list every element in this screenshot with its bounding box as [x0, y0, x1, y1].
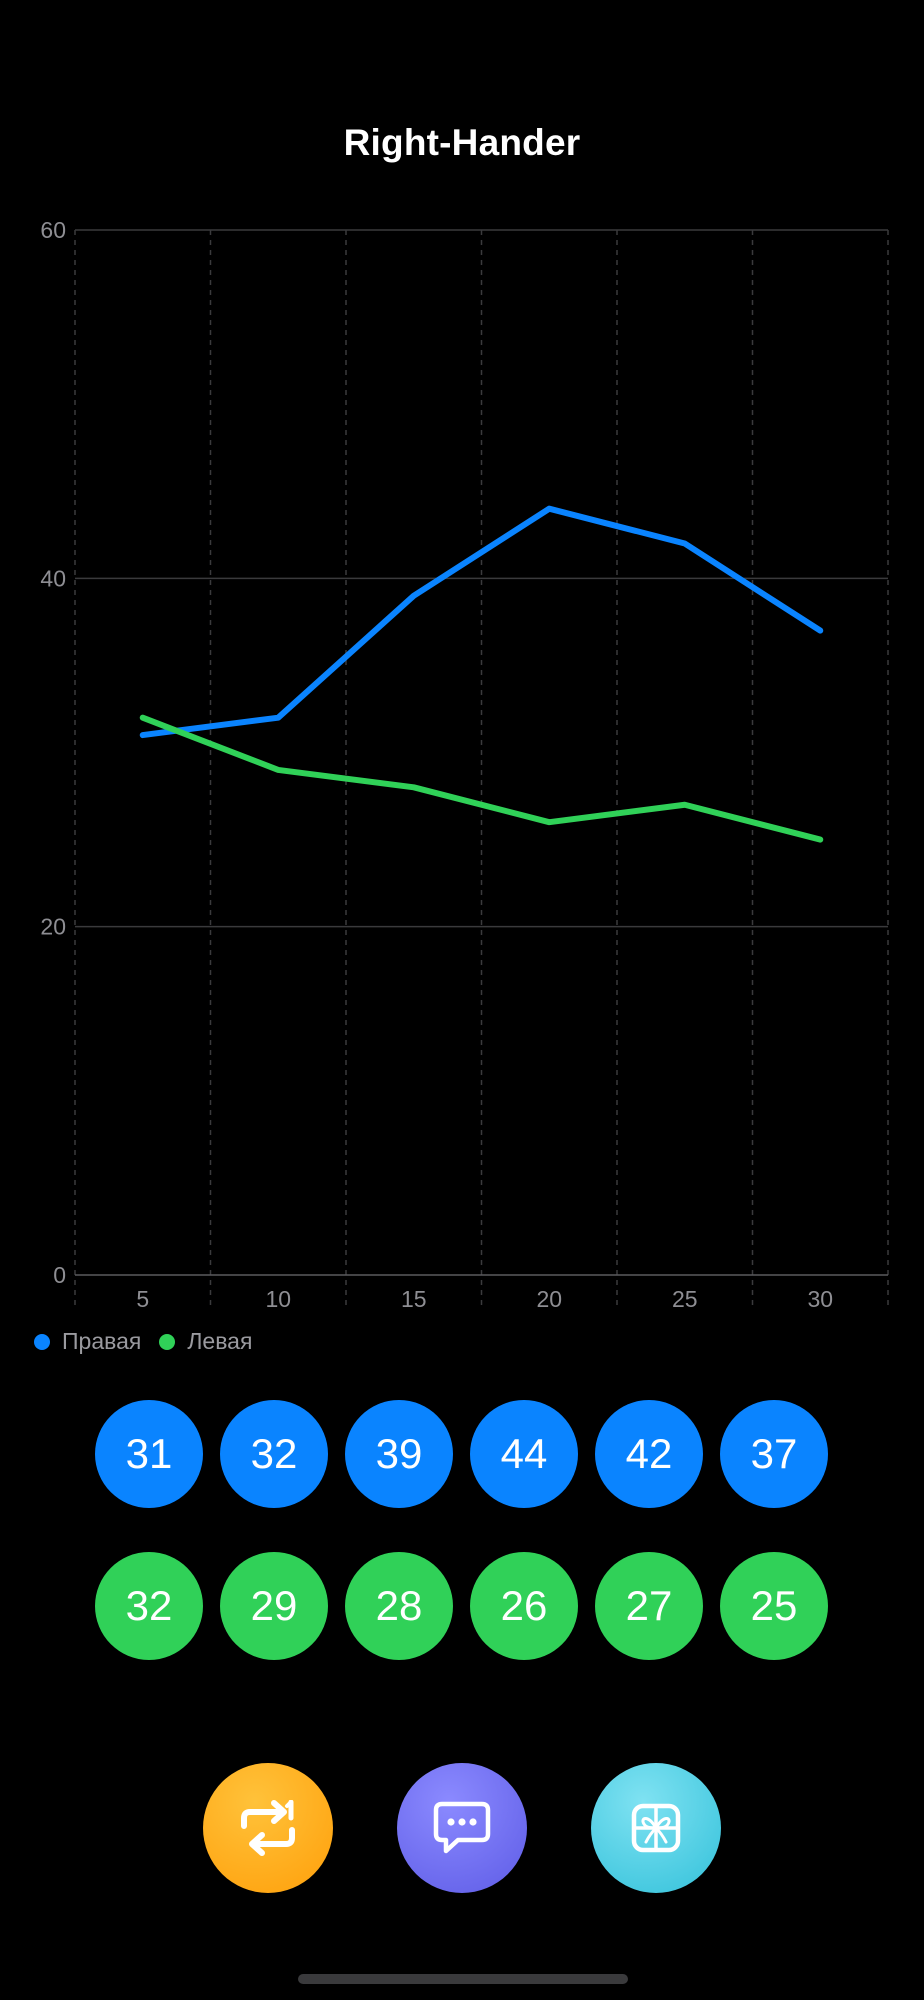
right-value-badge[interactable]: 44: [470, 1400, 578, 1508]
repeat-once-icon: [241, 1800, 295, 1856]
legend-label-right: Правая: [62, 1328, 142, 1354]
home-indicator[interactable]: [298, 1974, 628, 1984]
left-value-badge[interactable]: 27: [595, 1552, 703, 1660]
legend-item-left: Левая: [159, 1328, 252, 1355]
right-values-row: 31 32 39 44 42 37: [95, 1400, 828, 1508]
y-tick-label: 40: [40, 565, 66, 591]
legend-label-left: Левая: [187, 1328, 253, 1354]
action-bar: [203, 1763, 721, 1893]
right-value-badge[interactable]: 42: [595, 1400, 703, 1508]
series-line-right: [139, 505, 824, 739]
line-chart: 0 20 40 60 5 10 15 20 25 30: [40, 217, 889, 1312]
series-line-left: [139, 714, 824, 843]
x-tick-label: 25: [672, 1286, 698, 1312]
x-tick-label: 10: [265, 1286, 291, 1312]
legend-dot-left: [159, 1333, 176, 1350]
right-value-badge[interactable]: 31: [95, 1400, 203, 1508]
page-title: Right-Hander: [343, 122, 581, 163]
left-value-badge[interactable]: 25: [720, 1552, 828, 1660]
right-value-badge[interactable]: 39: [345, 1400, 453, 1508]
left-value-badge[interactable]: 29: [220, 1552, 328, 1660]
left-value-badge[interactable]: 28: [345, 1552, 453, 1660]
y-tick-label: 60: [40, 217, 66, 243]
right-value-badge[interactable]: 37: [720, 1400, 828, 1508]
chat-bubble-icon: [433, 1801, 491, 1854]
x-tick-label: 20: [536, 1286, 562, 1312]
chart-legend: Правая Левая: [34, 1328, 270, 1355]
legend-item-right: Правая: [34, 1328, 141, 1355]
x-tick-label: 15: [401, 1286, 427, 1312]
left-value-badge[interactable]: 26: [470, 1552, 578, 1660]
y-tick-label: 0: [53, 1262, 66, 1288]
gift-button[interactable]: [591, 1763, 721, 1893]
chat-button[interactable]: [397, 1763, 527, 1893]
repeat-button[interactable]: [203, 1763, 333, 1893]
x-tick-label: 30: [807, 1286, 833, 1312]
y-tick-label: 20: [40, 914, 66, 940]
x-tick-label: 5: [136, 1286, 149, 1312]
left-values-row: 32 29 28 26 27 25: [95, 1552, 828, 1660]
right-value-badge[interactable]: 32: [220, 1400, 328, 1508]
gift-icon: [631, 1803, 681, 1853]
legend-dot-right: [34, 1333, 50, 1350]
left-value-badge[interactable]: 32: [95, 1552, 203, 1660]
